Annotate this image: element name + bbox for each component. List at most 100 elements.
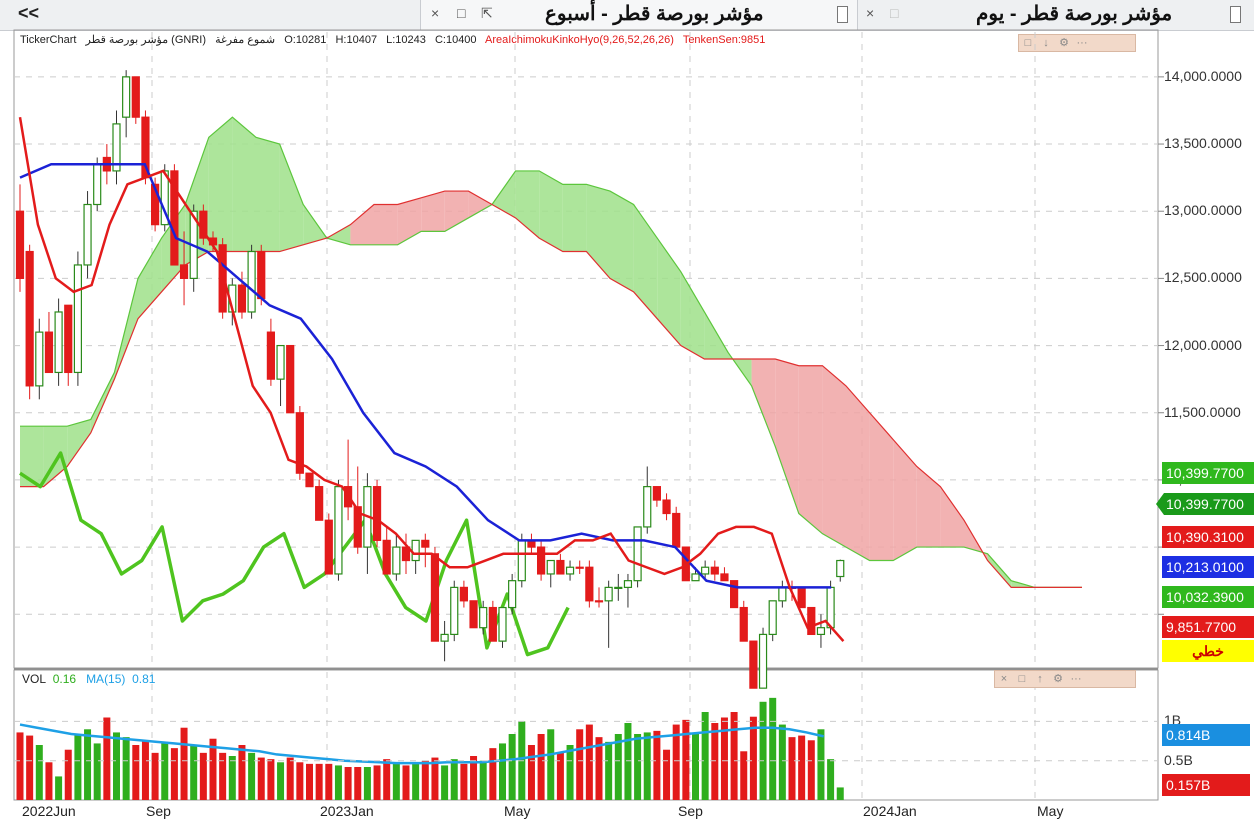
more-icon[interactable]: ···	[1076, 37, 1088, 49]
volume-bar	[499, 743, 506, 800]
volume-bar	[306, 763, 313, 800]
volume-bar	[103, 717, 111, 800]
popout-tab-icon[interactable]: ⇱	[481, 5, 493, 21]
candle-body	[739, 606, 748, 642]
volume-badge: 0.157B	[1162, 774, 1250, 796]
volume-bar	[605, 741, 613, 800]
time-tick-label: Sep	[678, 803, 703, 819]
volume-bar	[682, 719, 690, 800]
restore-tab-icon[interactable]: □	[890, 5, 899, 21]
maximize-panel-icon[interactable]: □	[1024, 37, 1032, 49]
ichimoku-cloud-segment	[916, 466, 941, 548]
volume-bar	[26, 735, 34, 800]
candle-body	[73, 264, 83, 374]
candle-body	[556, 559, 565, 575]
volume-bar	[585, 724, 593, 800]
volume-value: 0.16	[52, 672, 77, 686]
time-tick-label: 2022Jun	[22, 803, 76, 819]
volume-bar	[277, 762, 285, 800]
volume-bar	[576, 729, 584, 800]
candle-body	[826, 586, 835, 629]
tenkan-sen-line	[18, 116, 845, 642]
candle-body	[430, 553, 440, 642]
price-badge: 10,032.3900	[1162, 586, 1254, 608]
move-down-icon[interactable]: ↓	[1043, 37, 1049, 49]
ichimoku-cloud-segment	[633, 204, 658, 319]
volume-bar	[74, 734, 82, 800]
candle-body	[228, 284, 237, 313]
volume-bar	[653, 730, 661, 800]
time-tick-label: 2023Jan	[320, 803, 374, 819]
more-icon[interactable]: ···	[1070, 673, 1082, 685]
ichimoku-cloud-segment	[751, 359, 776, 447]
ichimoku-cloud-segment	[515, 170, 540, 239]
price-tick-label: 12,500.0000	[1164, 269, 1242, 286]
tab-daily[interactable]: × □ مؤشر بورصة قطر - يوم	[856, 0, 1254, 30]
tab-weekly[interactable]: × □ ⇱ مؤشر بورصة قطر - أسبوع	[420, 0, 858, 30]
open-value: O:10281	[284, 34, 327, 46]
volume-bar	[817, 729, 825, 800]
time-tick-label: Sep	[146, 803, 171, 819]
candle-body	[151, 183, 160, 226]
candle-body	[459, 586, 468, 602]
ma-label: MA(15)	[86, 672, 126, 686]
volume-bar	[730, 712, 738, 800]
volume-bar	[122, 737, 130, 800]
volume-bar	[151, 752, 159, 800]
volume-bar	[296, 762, 304, 800]
volume-bar	[479, 760, 487, 800]
volume-bar	[16, 732, 24, 800]
volume-bar	[55, 776, 63, 800]
candle-body	[295, 412, 304, 474]
candle-body	[614, 586, 623, 589]
close-panel-icon[interactable]: ×	[1000, 673, 1008, 685]
ichimoku-cloud-segment	[798, 365, 823, 534]
ichimoku-cloud-segment	[138, 238, 162, 319]
volume-bar	[161, 741, 169, 800]
candle-body	[170, 170, 179, 266]
tab-bar: << × □ ⇱ مؤشر بورصة قطر - أسبوع × □ مؤشر…	[0, 0, 1254, 31]
settings-icon[interactable]: ⚙	[1059, 37, 1069, 49]
volume-bar	[759, 701, 767, 800]
ichimoku-cloud-segment	[822, 365, 846, 548]
volume-bar	[180, 727, 188, 800]
candle-body	[758, 633, 768, 689]
ichimoku-cloud-segment	[775, 359, 799, 514]
candle-body	[247, 250, 256, 313]
move-up-icon[interactable]: ↑	[1037, 673, 1043, 685]
candle-body	[257, 250, 266, 300]
collapse-panel-button[interactable]: <<	[18, 3, 40, 23]
price-badge: 10,399.7700	[1162, 462, 1254, 484]
candle-body	[681, 546, 690, 582]
volume-bar	[248, 752, 256, 800]
candle-body	[729, 580, 739, 609]
volume-bar	[720, 717, 728, 800]
close-tab-icon[interactable]: ×	[866, 5, 875, 21]
ichimoku-cloud-segment	[728, 352, 752, 386]
candle-body	[797, 586, 806, 609]
ichimoku-cloud-segment	[256, 137, 280, 252]
volume-bar	[508, 734, 516, 800]
candle-body	[594, 600, 604, 603]
candle-body	[498, 606, 507, 642]
volume-bar	[113, 732, 120, 800]
close-tab-icon[interactable]: ×	[431, 5, 440, 21]
maximize-panel-icon[interactable]: □	[1018, 673, 1026, 685]
volume-bar	[614, 734, 622, 800]
volume-bar	[199, 752, 207, 800]
indicator-label[interactable]: AreaIchimokuKinkoHyo(9,26,52,26,26)	[485, 34, 674, 46]
candle-body	[286, 344, 295, 414]
price-badge: 10,390.3100	[1162, 526, 1254, 548]
candle-body	[807, 606, 816, 636]
settings-icon[interactable]: ⚙	[1053, 673, 1063, 685]
volume-bar	[807, 740, 815, 800]
candle-body	[778, 586, 787, 602]
ichimoku-cloud-segment	[846, 385, 870, 561]
candle-body	[64, 304, 73, 374]
ma-value: 0.81	[132, 672, 156, 686]
candle-body	[546, 559, 555, 575]
restore-tab-icon[interactable]: □	[457, 5, 466, 21]
candle-body	[218, 244, 227, 313]
ichimoku-cloud-segment	[326, 224, 351, 245]
